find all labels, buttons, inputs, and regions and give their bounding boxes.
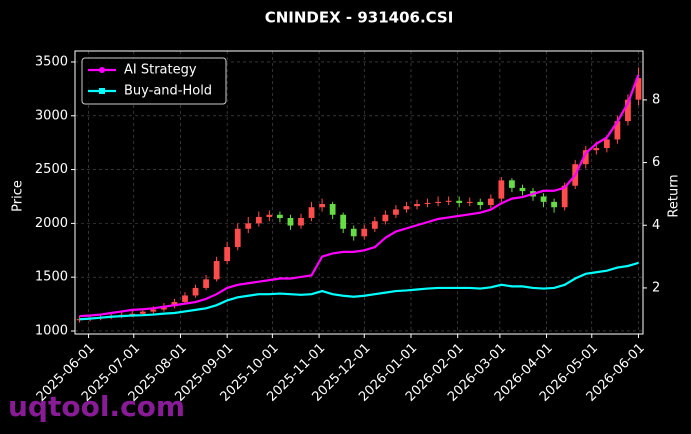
candle-body	[308, 207, 315, 219]
y2-tick-label: 4	[652, 218, 660, 233]
candle-body	[139, 311, 146, 314]
candle-body	[456, 200, 463, 203]
candle-body	[213, 261, 220, 280]
candle-body	[350, 228, 357, 237]
candle-body	[582, 150, 589, 165]
candle-body	[519, 187, 526, 192]
candle-body	[424, 202, 431, 205]
candle-body	[287, 218, 294, 226]
candle-body	[150, 309, 157, 312]
candle-body	[561, 185, 568, 208]
legend-marker	[99, 88, 105, 94]
candle-body	[551, 201, 558, 208]
candle-body	[340, 214, 347, 229]
y2-tick-label: 8	[652, 92, 660, 107]
candle-body	[255, 216, 262, 224]
candle-body	[382, 214, 389, 222]
y-axis-label: Price	[11, 180, 26, 212]
legend-marker	[99, 67, 105, 73]
candle-body	[477, 201, 484, 206]
candle-body	[160, 306, 167, 310]
candle-body	[192, 287, 199, 296]
candle-body	[76, 319, 83, 321]
candle-body	[625, 99, 631, 122]
candle-body	[277, 214, 283, 219]
return-line	[79, 74, 640, 318]
candle-body	[129, 313, 136, 315]
candle-body	[635, 78, 642, 100]
candle-body	[245, 223, 252, 229]
candle-body	[445, 200, 452, 202]
legend-label: Buy-and-Hold	[124, 84, 212, 99]
candle-body	[498, 180, 505, 199]
candle-body	[593, 148, 600, 151]
candle-body	[298, 218, 304, 226]
candle-body	[603, 139, 610, 149]
candle-body	[266, 214, 273, 217]
y-tick-label: 3000	[35, 108, 68, 123]
candle-body	[614, 121, 621, 140]
y-tick-label: 2000	[35, 216, 68, 231]
candle-body	[540, 196, 547, 202]
candle-body	[319, 204, 325, 208]
y-tick-label: 2500	[35, 162, 68, 177]
y-tick-label: 1000	[35, 323, 68, 338]
candle-body	[329, 204, 336, 215]
candle-body	[182, 295, 188, 302]
legend-box	[81, 57, 227, 105]
candle-body	[371, 221, 378, 229]
candle-body	[414, 204, 420, 207]
chart-title: CNINDEX - 931406.CSI	[265, 9, 454, 27]
candle-body	[203, 279, 209, 288]
plot-frame	[74, 50, 644, 335]
y2-tick-label: 2	[652, 280, 660, 295]
candle-body	[224, 247, 231, 262]
watermark: uqtool.com	[8, 390, 185, 423]
y2-axis-label: Return	[667, 174, 682, 217]
candle-body	[234, 228, 241, 248]
y2-tick-label: 6	[652, 155, 660, 170]
candle-body	[393, 209, 399, 215]
candle-body	[435, 201, 441, 203]
candle-body	[403, 206, 410, 210]
y-tick-label: 3500	[35, 54, 68, 69]
candle-body	[361, 228, 368, 237]
return-line	[79, 261, 639, 321]
y-tick-label: 1500	[35, 270, 68, 285]
candle-body	[509, 180, 515, 188]
legend-label: AI Strategy	[124, 63, 197, 78]
candle-body	[487, 198, 494, 206]
candle-body	[466, 201, 473, 203]
